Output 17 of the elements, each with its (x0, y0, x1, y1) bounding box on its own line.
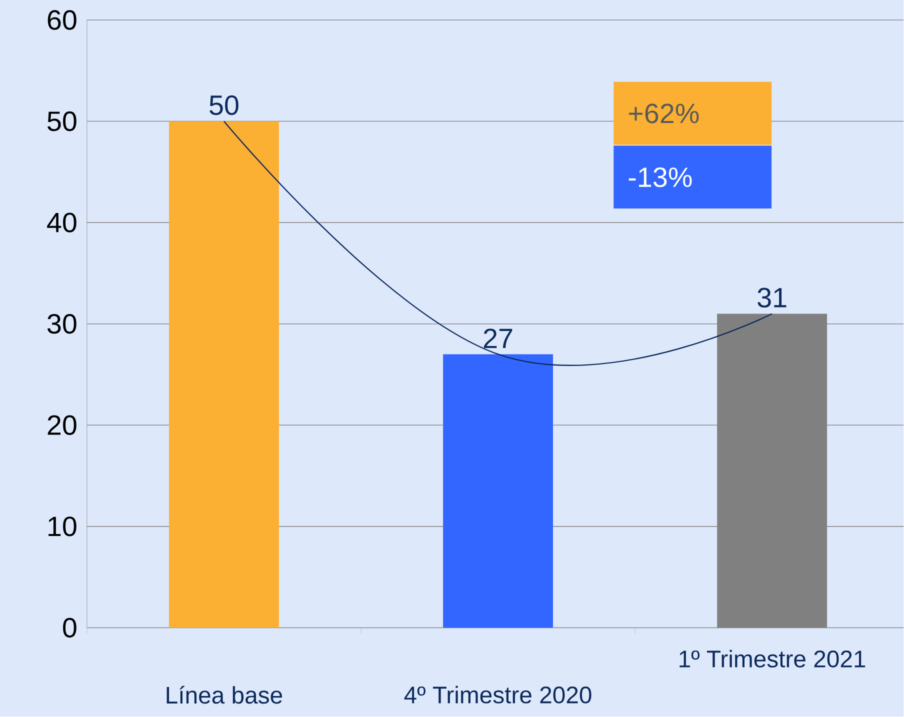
data-label: 27 (484, 328, 512, 348)
y-tick-label: 20 (48, 415, 76, 436)
annotation: -13% (628, 168, 692, 188)
data-label: 31 (758, 288, 786, 308)
bar (169, 121, 279, 628)
y-tick-label: 0 (63, 618, 76, 638)
y-tick-label: 60 (48, 10, 76, 30)
data-label: 50 (210, 96, 238, 116)
y-tick-label: 30 (48, 314, 76, 334)
annotation: +62% (628, 104, 699, 124)
y-tick-label: 50 (48, 112, 76, 132)
y-tick-label: 40 (47, 212, 76, 233)
y-tick-label: 10 (48, 516, 76, 536)
x-tick-label: 4º Trimestre 2020 (404, 686, 592, 704)
x-tick-label: 1º Trimestre 2021 (680, 650, 866, 668)
x-tick-label: Línea base (166, 686, 282, 704)
bar (443, 354, 553, 628)
